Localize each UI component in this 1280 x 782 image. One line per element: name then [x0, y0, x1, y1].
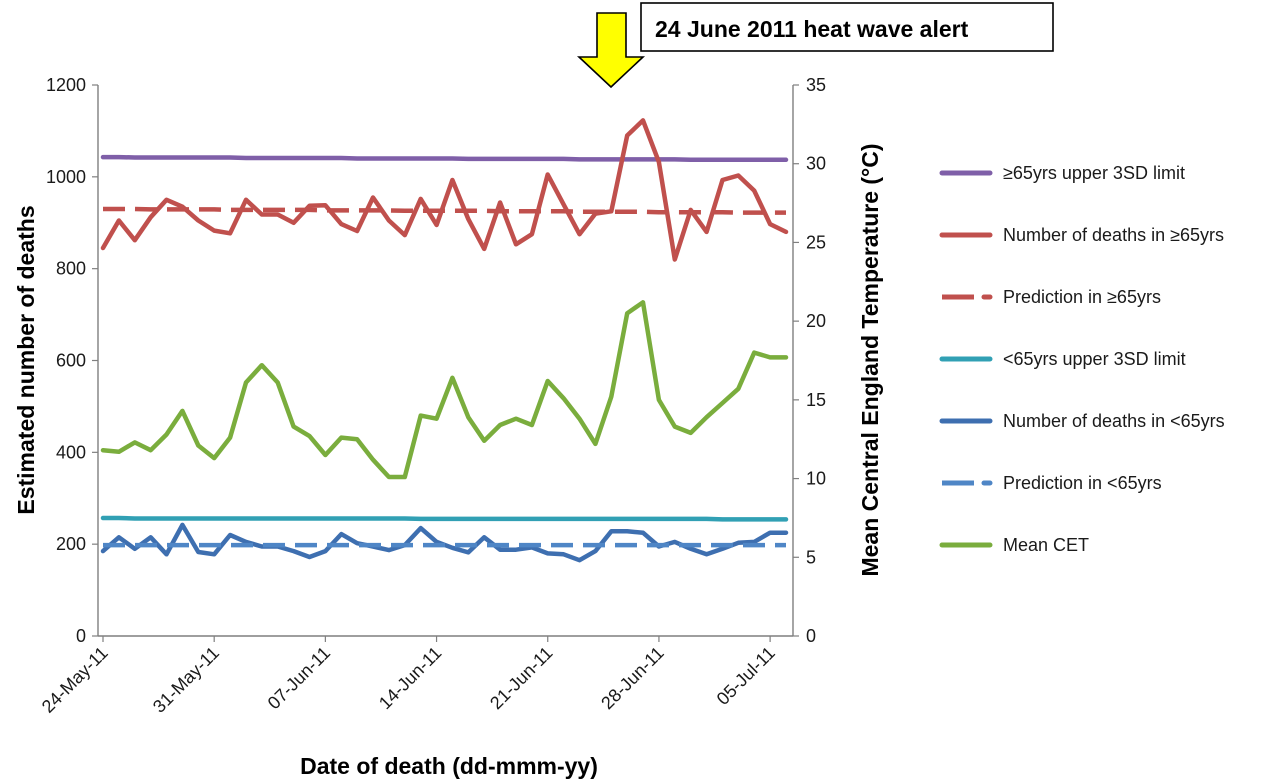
left-tick-label: 1200 [46, 75, 86, 95]
right-tick-label: 15 [806, 390, 826, 410]
x-tick-label: 31-May-11 [149, 643, 223, 717]
x-tick-label: 28-Jun-11 [597, 643, 668, 714]
left-tick-label: 1000 [46, 167, 86, 187]
legend-item: ≥65yrs upper 3SD limit [939, 163, 1185, 183]
legend-label: Prediction in <65yrs [1003, 473, 1162, 493]
right-tick-label: 35 [806, 75, 826, 95]
right-tick-label: 5 [806, 547, 816, 567]
legend-item: Prediction in <65yrs [942, 473, 1162, 493]
legend-label: ≥65yrs upper 3SD limit [1003, 163, 1185, 183]
left-tick-label: 400 [56, 442, 86, 462]
left-tick-label: 800 [56, 259, 86, 279]
down-arrow-icon [576, 12, 646, 89]
right-tick-label: 0 [806, 626, 816, 646]
series-line-prediction-in-65yrs [103, 206, 786, 215]
series-line-mean-cet [100, 300, 789, 480]
right-axis-ticks: 0 5 10 15 20 25 30 35 [793, 75, 826, 646]
legend-label: Mean CET [1003, 535, 1089, 555]
right-axis-title: Mean Central England Temperature (°C) [857, 143, 883, 576]
series-line-number-of-deaths-in-65yrs [100, 522, 789, 563]
legend-item: <65yrs upper 3SD limit [939, 349, 1186, 369]
x-tick-label: 07-Jun-11 [264, 643, 335, 714]
left-axis-title: Estimated number of deaths [13, 205, 39, 514]
x-axis-ticks: 24-May-11 31-May-11 07-Jun-11 14-Jun-11 21-J… [38, 636, 779, 717]
series-line-number-of-deaths-in-65yrs [100, 118, 789, 262]
legend-item: Number of deaths in <65yrs [939, 411, 1225, 431]
right-tick-label: 10 [806, 469, 826, 489]
legend-label: <65yrs upper 3SD limit [1003, 349, 1186, 369]
legend-item: Number of deaths in ≥65yrs [939, 225, 1224, 245]
right-tick-label: 20 [806, 311, 826, 331]
series-line-65yrs-upper-3sd-limit [100, 154, 789, 163]
legend-label: Prediction in ≥65yrs [1003, 287, 1161, 307]
series-layer [100, 118, 789, 563]
left-tick-label: 600 [56, 351, 86, 371]
legend: ≥65yrs upper 3SD limit Number of deaths i… [939, 163, 1225, 555]
heat-wave-annotation: 24 June 2011 heat wave alert [576, 2, 1054, 89]
series-line-65yrs-upper-3sd-limit [100, 515, 789, 522]
x-tick-label: 05-Jul-11 [713, 643, 779, 709]
callout-box [640, 2, 1054, 52]
right-tick-label: 30 [806, 154, 826, 174]
legend-item: Prediction in ≥65yrs [942, 287, 1161, 307]
right-tick-label: 25 [806, 232, 826, 252]
legend-item: Mean CET [939, 535, 1089, 555]
x-axis-title: Date of death (dd-mmm-yy) [300, 753, 598, 779]
x-tick-label: 24-May-11 [38, 643, 112, 717]
callout-text: 24 June 2011 heat wave alert [655, 16, 969, 42]
x-tick-label: 21-Jun-11 [486, 643, 557, 714]
x-tick-label: 14-Jun-11 [375, 643, 446, 714]
left-axis-ticks: 0 200 400 600 800 1000 1200 [46, 75, 98, 646]
legend-label: Number of deaths in ≥65yrs [1003, 225, 1224, 245]
left-tick-label: 200 [56, 534, 86, 554]
left-tick-label: 0 [76, 626, 86, 646]
legend-label: Number of deaths in <65yrs [1003, 411, 1225, 431]
